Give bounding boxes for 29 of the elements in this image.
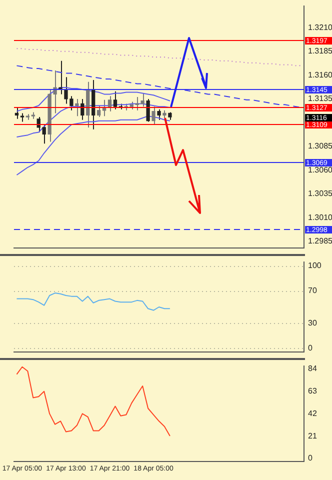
y-tick-label: 100 <box>308 261 322 270</box>
y-tick-label: 63 <box>308 386 318 396</box>
candlestick <box>140 92 144 108</box>
y-tick-label: 1.2985 <box>308 236 332 246</box>
y-tick-label: 1.3160 <box>308 70 332 80</box>
y-tick-label: 1.3010 <box>308 212 332 222</box>
y-tick-label: 1.3085 <box>308 142 332 151</box>
y-tick-label: 0 <box>308 343 313 352</box>
candlestick <box>96 105 101 118</box>
y-tick-label: 1.3185 <box>308 46 332 56</box>
y-tick-label: 1.3035 <box>308 189 332 198</box>
y-tick-label: 84 <box>308 364 318 374</box>
line-series <box>16 48 302 66</box>
candlestick <box>157 108 161 120</box>
y-tick-label: 21 <box>308 431 318 440</box>
y-tick-label: 1.3135 <box>308 94 332 104</box>
candlestick <box>113 90 118 110</box>
candlestick <box>14 107 19 120</box>
candlestick <box>152 106 156 126</box>
y-tick-label: 30 <box>308 318 318 328</box>
y-tick-label: 70 <box>308 286 318 295</box>
y-tick-label: 0 <box>308 454 313 463</box>
y-tick-label: 42 <box>308 408 318 418</box>
candlestick <box>42 124 46 144</box>
candlestick <box>75 98 79 117</box>
y-tick-label: 1.3060 <box>308 165 332 174</box>
y-tick-label: 1.3210 <box>308 22 332 32</box>
line-series <box>16 65 302 108</box>
candlestick <box>146 98 150 122</box>
